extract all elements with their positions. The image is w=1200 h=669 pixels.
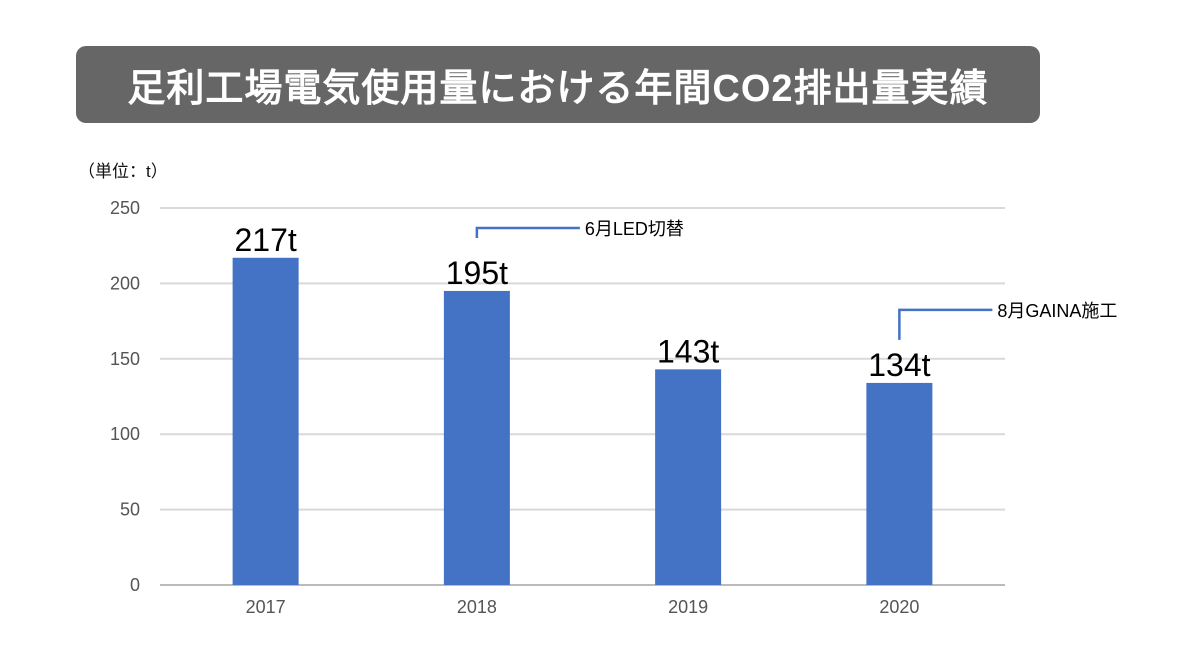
data-label: 195t (446, 255, 508, 291)
bar (866, 382, 933, 585)
annotation-line (475, 226, 580, 238)
x-tick-label: 2018 (457, 597, 497, 617)
y-tick-label: 100 (110, 424, 140, 444)
x-tick-label: 2020 (879, 597, 919, 617)
data-label: 217t (234, 222, 296, 258)
data-label: 143t (657, 333, 719, 369)
y-tick-label: 50 (120, 500, 140, 520)
chart-title: 足利工場電気使用量における年間CO2排出量実績 (76, 46, 1040, 123)
annotation-line (898, 308, 993, 340)
annotation-label: 6月LED切替 (585, 219, 684, 239)
data-label: 134t (868, 347, 930, 383)
y-tick-label: 0 (130, 575, 140, 595)
x-tick-label: 2019 (668, 597, 708, 617)
y-tick-label: 250 (110, 198, 140, 218)
bar (655, 369, 722, 585)
y-tick-label: 200 (110, 273, 140, 293)
y-tick-label: 150 (110, 349, 140, 369)
unit-label: （単位：t） (78, 162, 168, 181)
bar (443, 290, 510, 585)
annotation-label: 8月GAINA施工 (997, 301, 1117, 321)
bar (232, 257, 299, 585)
x-tick-label: 2017 (246, 597, 286, 617)
